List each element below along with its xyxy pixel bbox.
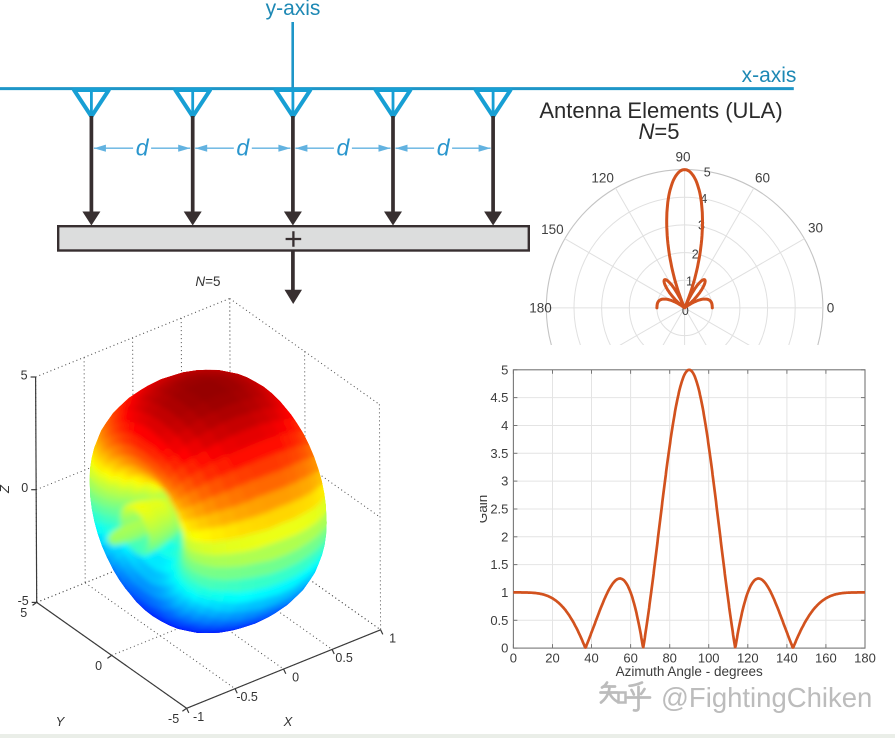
svg-text:0: 0 xyxy=(292,671,299,685)
svg-text:1: 1 xyxy=(389,631,396,645)
svg-text:100: 100 xyxy=(698,651,720,666)
svg-text:0: 0 xyxy=(510,651,517,666)
svg-text:4: 4 xyxy=(501,418,508,433)
svg-text:Y: Y xyxy=(56,714,66,729)
svg-text:180: 180 xyxy=(529,300,552,315)
svg-text:5: 5 xyxy=(501,362,508,377)
svg-text:40: 40 xyxy=(584,651,598,666)
svg-text:0.5: 0.5 xyxy=(490,613,508,628)
svg-text:2: 2 xyxy=(501,529,508,544)
svg-text:-0.5: -0.5 xyxy=(236,690,258,704)
svg-text:Azimuth Angle - degrees: Azimuth Angle - degrees xyxy=(616,664,763,679)
svg-text:5: 5 xyxy=(21,369,28,383)
svg-text:N=5: N=5 xyxy=(195,274,220,289)
svg-text:0: 0 xyxy=(827,300,835,315)
svg-text:1.5: 1.5 xyxy=(490,557,508,572)
svg-text:1: 1 xyxy=(501,585,508,600)
svg-text:3.5: 3.5 xyxy=(490,446,508,461)
svg-text:-5: -5 xyxy=(168,712,179,726)
svg-text:30: 30 xyxy=(808,221,823,236)
svg-text:d: d xyxy=(136,135,150,161)
svg-text:120: 120 xyxy=(591,171,614,186)
svg-text:d: d xyxy=(337,135,351,161)
svg-text:Gain: Gain xyxy=(480,495,490,524)
svg-text:d: d xyxy=(236,135,250,161)
svg-text:80: 80 xyxy=(662,651,676,666)
svg-text:180: 180 xyxy=(854,651,876,666)
svg-text:150: 150 xyxy=(541,222,564,237)
svg-text:0: 0 xyxy=(501,641,508,656)
svg-text:0: 0 xyxy=(21,481,28,495)
svg-text:140: 140 xyxy=(776,651,798,666)
svg-text:2: 2 xyxy=(692,248,699,262)
svg-text:4.5: 4.5 xyxy=(490,390,508,405)
svg-text:d: d xyxy=(437,135,451,161)
svg-text:90: 90 xyxy=(675,150,690,165)
svg-text:0.5: 0.5 xyxy=(335,651,352,665)
svg-text:60: 60 xyxy=(623,651,637,666)
svg-text:0: 0 xyxy=(95,659,102,673)
svg-text:20: 20 xyxy=(545,651,559,666)
svg-text:2.5: 2.5 xyxy=(490,502,508,517)
svg-text:160: 160 xyxy=(815,651,837,666)
svg-text:-5: -5 xyxy=(18,594,29,608)
svg-text:4: 4 xyxy=(700,192,707,206)
svg-text:120: 120 xyxy=(737,651,759,666)
svg-text:Z: Z xyxy=(0,484,12,494)
svg-text:5: 5 xyxy=(20,606,27,620)
svg-text:X: X xyxy=(283,714,294,729)
svg-text:1: 1 xyxy=(686,274,693,288)
svg-text:5: 5 xyxy=(704,165,711,179)
svg-text:-1: -1 xyxy=(193,710,204,724)
svg-text:3: 3 xyxy=(501,474,508,489)
svg-text:60: 60 xyxy=(755,171,770,186)
svg-text:0: 0 xyxy=(682,304,689,318)
